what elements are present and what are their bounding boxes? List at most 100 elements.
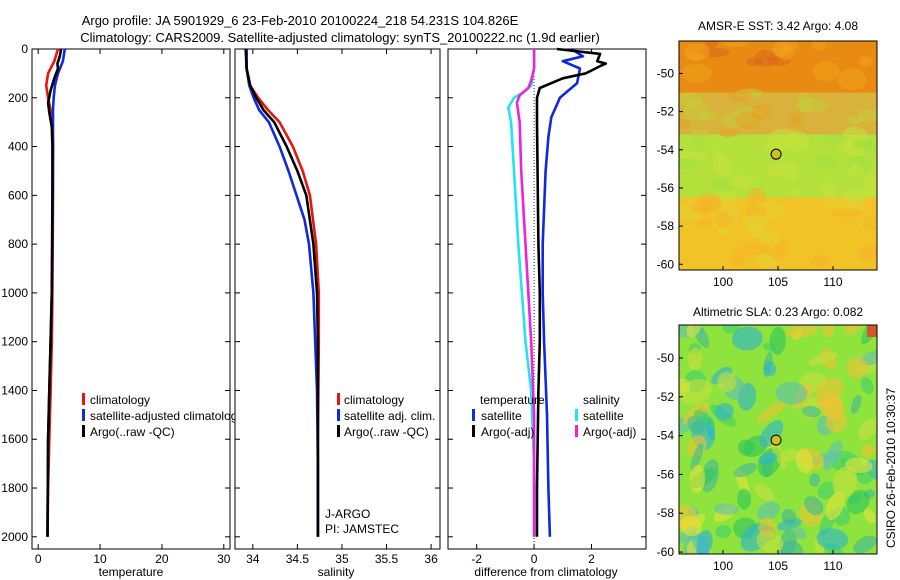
x-tick-label: 20	[155, 552, 169, 566]
sla-texture-blob	[689, 464, 706, 493]
longitude-tick-label: 105	[768, 559, 788, 573]
series-line-temperature-satellite	[541, 47, 585, 537]
sla-texture-blob	[759, 420, 784, 448]
sla-texture-blob	[809, 473, 821, 487]
legend-label-climatology: climatology	[344, 393, 404, 407]
sla-texture-blob	[817, 481, 836, 500]
legend-label-climatology: climatology	[90, 393, 150, 407]
depth-tick-label: 200	[8, 91, 28, 105]
sst-texture-blob	[861, 217, 877, 231]
sla-texture-blob	[764, 361, 777, 377]
sla-texture-blob	[757, 501, 780, 521]
series-line-temperature-argo	[535, 47, 608, 537]
sla-texture-blob	[775, 381, 808, 405]
float-program-label: J-ARGO	[325, 507, 370, 521]
difference-legend: temperature salinity satellite Argo(-adj…	[472, 393, 636, 439]
sla-texture-blob	[757, 401, 785, 423]
sst-texture-blob	[679, 92, 702, 108]
longitude-tick-label: 100	[713, 275, 733, 289]
sla-texture-blob	[832, 466, 858, 499]
sla-texture-blob	[845, 457, 873, 474]
sla-texture-blob	[753, 483, 774, 502]
sst-texture-blob	[715, 210, 732, 229]
series-line-argo	[46, 48, 63, 537]
sst-texture-blob	[719, 128, 738, 138]
sst-texture-blob	[812, 61, 840, 82]
sla-texture-blob	[686, 325, 703, 338]
sla-texture-blob	[802, 405, 821, 418]
sla-texture-blob	[770, 437, 787, 469]
sla-texture-blob	[769, 326, 786, 355]
sla-texture-blob	[756, 530, 784, 554]
salinity-legend: climatology satellite adj. clim. Argo(..…	[337, 393, 435, 439]
sla-texture-blob	[793, 527, 807, 540]
legend-swatch-argo	[82, 425, 85, 437]
sla-texture-blob	[713, 503, 739, 515]
latitude-tick-label: -60	[657, 257, 675, 271]
amsr-sst-map: AMSR-E SST: 3.42 Argo: 4.08 100 105 110 -50…	[657, 19, 878, 289]
legend-swatch-temp-argo	[472, 425, 475, 437]
legend-label-satellite: satellite-adjusted climatolog	[90, 409, 237, 423]
sla-hot-corner	[867, 325, 877, 337]
sst-texture-blob	[763, 141, 788, 151]
latitude-tick-label: -56	[657, 467, 675, 481]
longitude-tick-label: 100	[713, 559, 733, 573]
salinity-panel: 34 34.5 35 35.5 36 climatology satellite adj…	[234, 48, 441, 579]
sla-texture-blob	[781, 508, 797, 526]
x-tick-label: 35	[335, 552, 349, 566]
x-tick-label: 0	[35, 552, 42, 566]
sst-texture-blob	[728, 175, 753, 189]
latitude-tick-label: -54	[657, 429, 675, 443]
depth-tick-label: 1000	[1, 286, 28, 300]
sla-texture-blob	[846, 489, 870, 515]
sst-texture-blob	[864, 172, 877, 195]
figure-title-line2: Climatology: CARS2009. Satellite-adjuste…	[80, 30, 600, 45]
series-line-satellite	[245, 49, 320, 537]
sla-texture-blob	[814, 538, 827, 554]
depth-tick-label: 2000	[1, 530, 28, 544]
sst-texture-blob	[704, 41, 719, 49]
latitude-tick-label: -58	[657, 506, 675, 520]
sst-texture-blob	[759, 232, 782, 247]
sst-texture-blob	[745, 57, 763, 66]
sla-texture-blob	[737, 439, 755, 456]
sst-texture-blob	[841, 187, 869, 203]
legend-swatch-climatology	[337, 393, 340, 405]
x-tick-label: 34	[246, 552, 260, 566]
legend-label-temp-argo: Argo(-adj)	[481, 425, 534, 439]
x-tick-label: 34.5	[286, 552, 310, 566]
temperature-panel: 0 200 400 600 800 1000 1200 1400 1600 1800 2000 0 1…	[1, 42, 237, 579]
depth-tick-label: 600	[8, 188, 28, 202]
sla-texture-blob	[785, 325, 818, 338]
sla-texture-blob	[803, 496, 824, 516]
latitude-tick-label: -56	[657, 181, 675, 195]
legend-label-satellite: satellite adj. clim.	[344, 409, 435, 423]
sla-texture-blob	[737, 488, 752, 510]
latitude-tick-label: -52	[657, 105, 675, 119]
sst-texture-blob	[740, 214, 769, 231]
sst-texture-blob	[811, 41, 827, 51]
depth-tick-label: 1200	[1, 335, 28, 349]
sla-texture-blob	[858, 418, 877, 440]
sla-texture-blob	[844, 325, 862, 335]
salinity-axis-label: salinity	[318, 565, 355, 579]
sst-texture-blob	[679, 158, 698, 170]
x-tick-label: -2	[471, 552, 482, 566]
latitude-tick-label: -52	[657, 390, 675, 404]
depth-tick-label: 800	[8, 237, 28, 251]
sst-texture-blob	[721, 41, 749, 48]
sla-texture-blob	[821, 325, 835, 338]
series-line-salinity-satellite	[506, 49, 536, 537]
legend-label-argo: Argo(..raw -QC)	[344, 425, 429, 439]
sst-texture-blob	[823, 198, 848, 209]
difference-axis-label: difference from climatology	[474, 565, 617, 579]
sst-texture-blob	[740, 241, 771, 256]
argo-location-marker	[770, 434, 782, 446]
series-line-salinity-argo	[515, 49, 536, 537]
sla-texture-blob	[825, 411, 848, 432]
legend-swatch-sal-argo	[575, 425, 578, 437]
longitude-tick-label: 110	[823, 559, 842, 573]
argo-location-marker	[770, 148, 782, 160]
sst-texture-blob	[851, 139, 873, 149]
temperature-legend: climatology satellite-adjusted climatolo…	[82, 393, 237, 439]
